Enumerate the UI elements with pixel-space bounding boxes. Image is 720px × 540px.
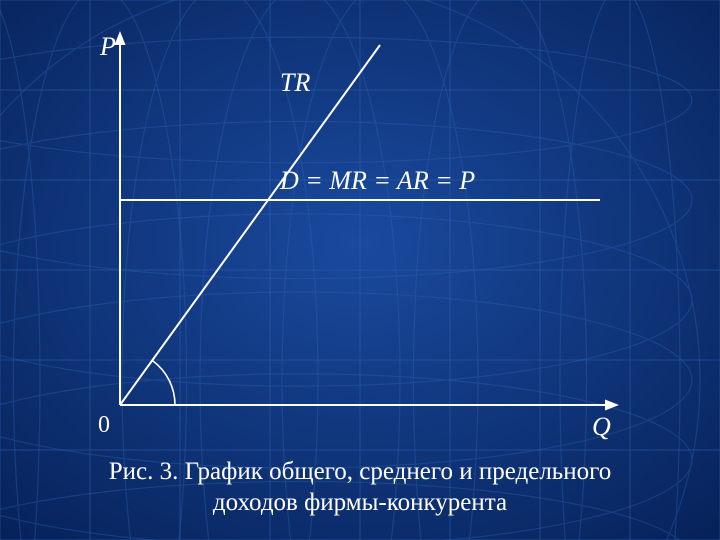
origin-label: 0: [98, 412, 110, 439]
tr-line-label: TR: [280, 68, 310, 98]
chart-stage: P Q 0 TR D = MR = AR = P Рис. 3. График …: [0, 0, 720, 540]
demand-line-label: D = MR = AR = P: [280, 166, 475, 196]
figure-caption: Рис. 3. График общего, среднего и предел…: [0, 456, 720, 519]
y-axis-label: P: [100, 32, 116, 62]
x-axis-label: Q: [592, 412, 611, 442]
caption-line-1: Рис. 3. График общего, среднего и предел…: [109, 458, 611, 485]
caption-line-2: доходов фирмы-конкурента: [213, 489, 507, 516]
